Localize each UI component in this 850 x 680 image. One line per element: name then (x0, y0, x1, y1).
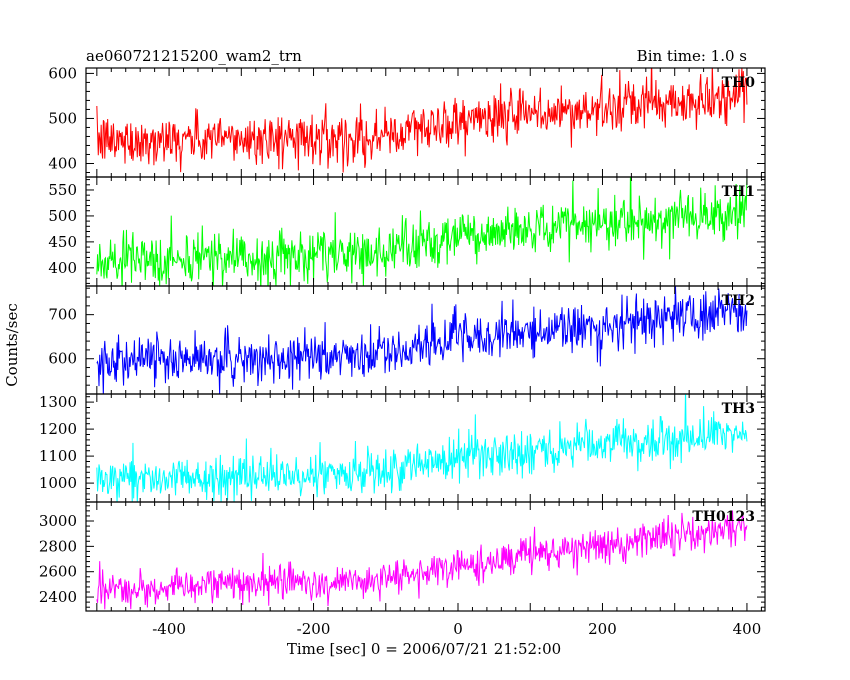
panel-th0123: 2400 2600 2800 3000 TH0123 (39, 501, 766, 612)
panel-frame (85, 176, 766, 287)
y-tick-label: 600 (48, 64, 77, 82)
x-tick-label: 0 (453, 620, 463, 638)
panel-th3: 1000 1100 1200 1300 TH3 (39, 393, 766, 503)
y-tick-label: 2400 (39, 588, 77, 606)
panel-th0: 400 500 600 TH0 (48, 64, 766, 178)
series-th0 (96, 68, 748, 173)
panel-label-th1: TH1 (722, 184, 755, 200)
y-tick-label: 500 (48, 207, 77, 225)
series-th2 (96, 286, 748, 394)
panel-frame (85, 67, 766, 178)
y-tick-label: 450 (48, 233, 77, 251)
panel-frame (85, 501, 766, 612)
x-axis: -400 -200 0 200 400 (152, 620, 761, 638)
x-tick-label: 200 (588, 620, 617, 638)
y-tick-label: 700 (48, 306, 77, 324)
panel-label-th0: TH0 (722, 75, 756, 91)
series-th1 (96, 177, 748, 286)
panel-label-th3: TH3 (722, 401, 755, 417)
y-tick-label: 1000 (39, 474, 77, 492)
y-tick-label: 400 (48, 259, 77, 277)
y-tick-label: 500 (48, 109, 77, 127)
x-tick-label: 400 (733, 620, 762, 638)
panel-th1: 400 450 500 550 TH1 (48, 176, 766, 287)
y-tick-label: 2800 (39, 537, 77, 555)
y-tick-label: 1300 (39, 393, 77, 411)
y-tick-label: 2600 (39, 563, 77, 581)
y-tick-label: 3000 (39, 512, 77, 530)
x-axis-label: Time [sec] 0 = 2006/07/21 21:52:00 (287, 640, 561, 658)
series-th0123 (96, 510, 748, 610)
x-tick-label: -200 (297, 620, 331, 638)
chart-title: ae060721215200_wam2_trn (86, 47, 302, 65)
panel-th2: 600 700 TH2 (48, 285, 766, 395)
y-tick-label: 1100 (39, 447, 77, 465)
bin-time-label: Bin time: 1.0 s (637, 47, 747, 65)
y-axis-label: Counts/sec (3, 303, 21, 387)
series-th3 (96, 394, 748, 502)
y-tick-label: 600 (48, 350, 77, 368)
panel-label-th2: TH2 (722, 293, 755, 309)
y-tick-label: 550 (48, 181, 77, 199)
panel-label-th0123: TH0123 (692, 509, 755, 525)
y-tick-label: 1200 (39, 420, 77, 438)
y-tick-label: 400 (48, 154, 77, 172)
x-tick-label: -400 (152, 620, 186, 638)
panels-group: 400 500 600 TH0 400 450 500 550 TH1 600 700 TH2 1000… (39, 64, 766, 612)
